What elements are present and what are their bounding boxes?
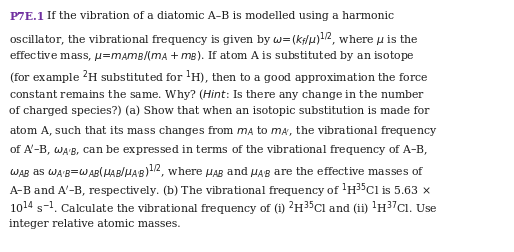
Text: atom A, such that its mass changes from $m_A$ to $m_{A'}$, the vibrational frequ: atom A, such that its mass changes from … xyxy=(9,124,437,138)
Text: $\omega_{AB}$ as $\omega_{A'B}$=$\omega_{AB}(\mu_{AB}/\mu_{A'B})^{1/2}$, where $: $\omega_{AB}$ as $\omega_{A'B}$=$\omega_… xyxy=(9,162,425,180)
Text: A–B and A$'$–B, respectively. (b) The vibrational frequency of $^1$H$^{35}$Cl is: A–B and A$'$–B, respectively. (b) The vi… xyxy=(9,180,431,199)
Text: effective mass, $\mu$=$m_Am_B/(m_A+m_B)$. If atom A is substituted by an isotope: effective mass, $\mu$=$m_Am_B/(m_A+m_B)$… xyxy=(9,49,415,63)
Text: If the vibration of a diatomic A–B is modelled using a harmonic: If the vibration of a diatomic A–B is mo… xyxy=(47,11,394,21)
Text: of charged species?) (a) Show that when an isotopic substitution is made for: of charged species?) (a) Show that when … xyxy=(9,105,430,116)
Text: P7E.1: P7E.1 xyxy=(9,11,45,22)
Text: constant remains the same. Why? ($\mathit{Hint}$: Is there any change in the num: constant remains the same. Why? ($\mathi… xyxy=(9,86,426,101)
Text: of A$'$–B, $\omega_{A'B}$, can be expressed in terms of the vibrational frequenc: of A$'$–B, $\omega_{A'B}$, can be expres… xyxy=(9,143,428,158)
Text: (for example $^2$H substituted for $^1$H), then to a good approximation the forc: (for example $^2$H substituted for $^1$H… xyxy=(9,68,429,86)
Text: 10$^{14}$ s$^{-1}$. Calculate the vibrational frequency of (i) $^2$H$^{35}$Cl an: 10$^{14}$ s$^{-1}$. Calculate the vibrat… xyxy=(9,199,438,218)
Text: oscillator, the vibrational frequency is given by $\omega$=$(k_f/\mu)^{1/2}$, wh: oscillator, the vibrational frequency is… xyxy=(9,30,419,49)
Text: integer relative atomic masses.: integer relative atomic masses. xyxy=(9,218,181,228)
